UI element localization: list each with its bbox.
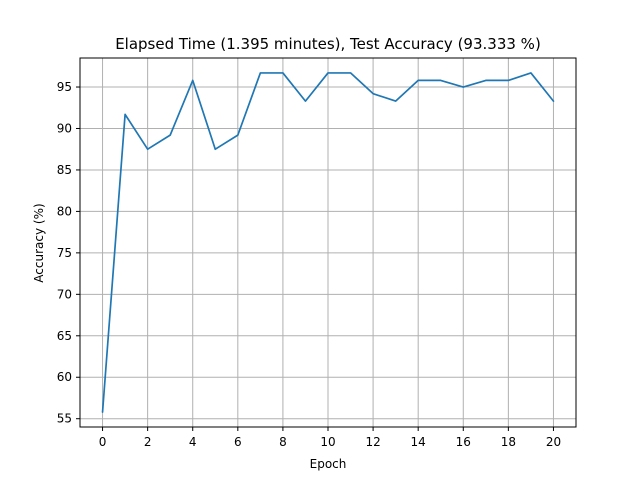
x-tick-label: 14 (411, 435, 426, 449)
x-tick-label: 4 (189, 435, 197, 449)
y-tick-label: 65 (57, 329, 72, 343)
y-tick-label: 80 (57, 204, 72, 218)
x-tick-label: 10 (320, 435, 335, 449)
x-tick-label: 16 (456, 435, 471, 449)
y-axis-label: Accuracy (%) (32, 203, 46, 282)
x-tick-label: 2 (144, 435, 152, 449)
x-tick-label: 20 (546, 435, 561, 449)
y-tick-label: 60 (57, 370, 72, 384)
chart-title: Elapsed Time (1.395 minutes), Test Accur… (115, 35, 541, 53)
y-tick-label: 75 (57, 246, 72, 260)
x-axis-label: Epoch (310, 457, 347, 471)
x-tick-label: 8 (279, 435, 287, 449)
x-tick-label: 18 (501, 435, 516, 449)
y-tick-label: 90 (57, 121, 72, 135)
y-tick-label: 85 (57, 163, 72, 177)
y-tick-label: 95 (57, 80, 72, 94)
y-tick-label: 55 (57, 412, 72, 426)
x-tick-label: 12 (365, 435, 380, 449)
x-tick-label: 6 (234, 435, 242, 449)
x-tick-label: 0 (99, 435, 107, 449)
y-tick-label: 70 (57, 287, 72, 301)
